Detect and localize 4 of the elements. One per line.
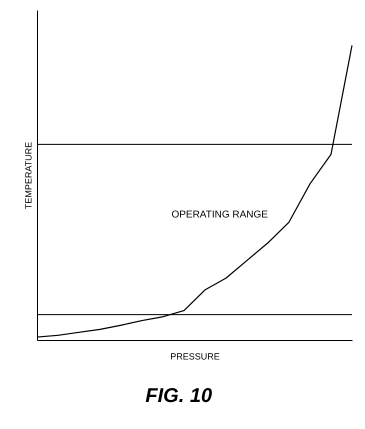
y-axis-title: TEMPERATURE	[24, 142, 34, 210]
caption: FIG. 10	[145, 385, 212, 408]
x-axis-title: PRESSURE	[170, 352, 220, 362]
annotation: OPERATING RANGE	[171, 210, 268, 221]
